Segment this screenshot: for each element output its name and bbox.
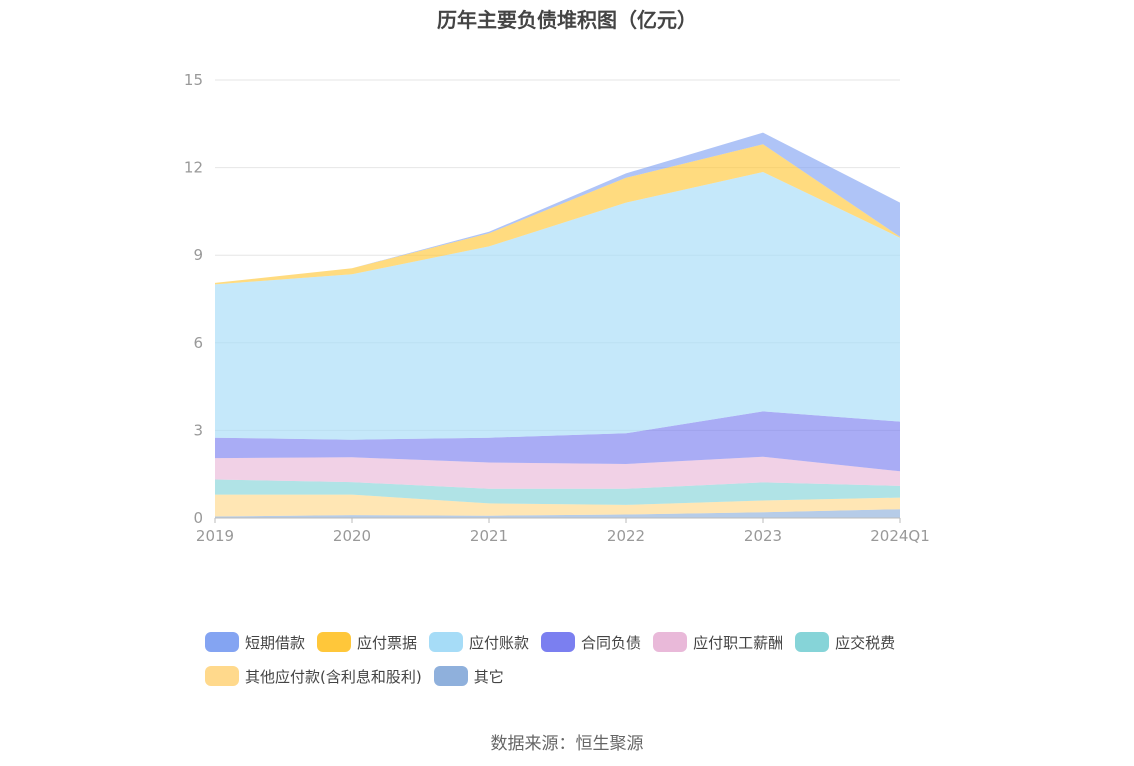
- legend-item[interactable]: 应付职工薪酬: [653, 630, 783, 654]
- area-series-layer: [215, 132, 900, 518]
- legend-label: 其他应付款(含利息和股利): [245, 667, 422, 686]
- legend-swatch: [429, 632, 464, 652]
- x-tick-label: 2020: [333, 527, 371, 545]
- x-tick-label: 2019: [196, 527, 234, 545]
- legend-item[interactable]: 应付票据: [317, 630, 417, 654]
- area-series-1: [215, 494, 900, 517]
- legend-item[interactable]: 其他应付款(含利息和股利): [205, 664, 422, 688]
- area-series-3: [215, 456, 900, 489]
- x-tick-label: 2022: [607, 527, 645, 545]
- x-tick-label: 2024Q1: [870, 527, 930, 545]
- y-tick-label: 0: [193, 509, 203, 527]
- legend-label: 合同负债: [581, 633, 642, 652]
- area-series-0: [215, 509, 900, 518]
- legend-label: 应付账款: [469, 633, 530, 652]
- legend-label: 短期借款: [245, 633, 306, 652]
- legend-item[interactable]: 应交税费: [795, 630, 895, 654]
- chart-title: 历年主要负债堆积图（亿元）: [437, 8, 697, 32]
- area-series-4: [215, 411, 900, 472]
- y-tick-label: 3: [193, 421, 203, 439]
- legend-label: 应交税费: [835, 633, 896, 652]
- legend-label: 其它: [473, 667, 504, 686]
- y-tick-label: 6: [193, 334, 203, 352]
- legend-swatch: [795, 632, 830, 652]
- legend: 短期借款 应付票据 应付账款 合同负债 应付职工薪酬 应交税费其他应付款(含利息和股利) 其…: [205, 630, 965, 698]
- legend-item[interactable]: 短期借款: [205, 630, 305, 654]
- legend-label: 应付票据: [357, 633, 418, 652]
- area-series-5: [215, 172, 900, 440]
- y-tick-label: 12: [184, 159, 203, 177]
- y-tick-label: 15: [184, 71, 203, 89]
- legend-swatch: [205, 666, 239, 686]
- legend-swatch: [433, 666, 468, 686]
- legend-item[interactable]: 合同负债: [541, 630, 641, 654]
- x-tick-label: 2023: [744, 527, 782, 545]
- area-series-6: [215, 144, 900, 285]
- x-tick-label: 2021: [470, 527, 508, 545]
- axes: 0 3 6 9 12 15 2019 2020 2021 2022 2023 2024Q1: [184, 71, 930, 545]
- legend-swatch: [205, 632, 239, 652]
- y-tick-label: 9: [193, 246, 203, 264]
- area-series-2: [215, 479, 900, 505]
- legend-swatch: [317, 632, 352, 652]
- legend-item[interactable]: 应付账款: [429, 630, 529, 654]
- data-source-note: 数据来源：恒生聚源: [490, 734, 644, 754]
- legend-swatch: [541, 632, 576, 652]
- legend-item[interactable]: 其它: [433, 664, 504, 688]
- legend-swatch: [653, 632, 688, 652]
- legend-label: 应付职工薪酬: [693, 633, 784, 652]
